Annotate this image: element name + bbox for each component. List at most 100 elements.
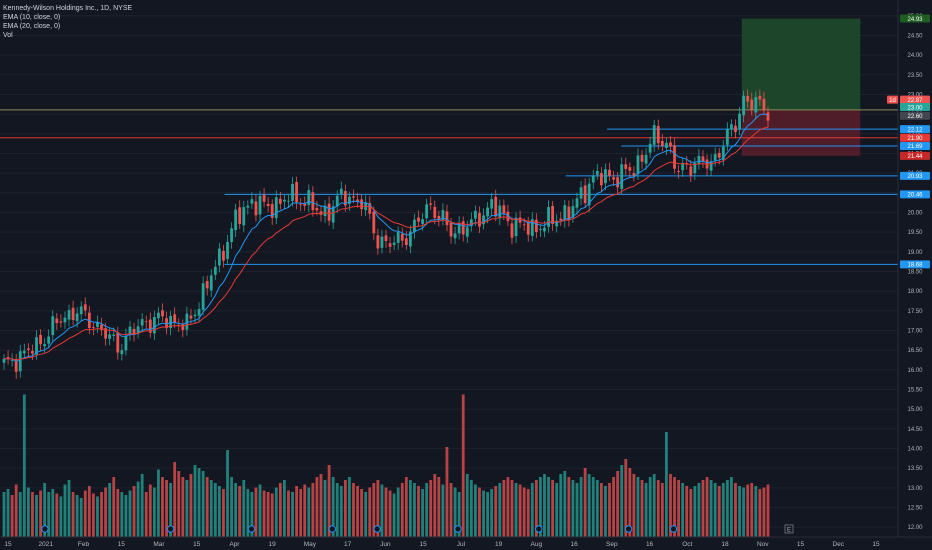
volume-bar <box>441 484 445 537</box>
volume-bar <box>112 477 116 537</box>
volume-bar <box>124 495 128 537</box>
volume-bar <box>644 483 648 537</box>
candle-body <box>575 198 579 208</box>
volume-bar <box>380 484 384 537</box>
volume-bar <box>185 480 189 537</box>
volume-bar <box>762 487 766 537</box>
volume-bar <box>730 477 733 537</box>
volume-bar <box>632 474 636 537</box>
candle-body <box>559 218 563 221</box>
candle-body <box>59 321 63 323</box>
candle-body <box>425 204 429 219</box>
candle-body <box>441 210 445 220</box>
volume-bar <box>96 496 99 537</box>
y-tick-label: 12.00 <box>907 525 923 531</box>
candle-body <box>201 283 205 310</box>
candle-body <box>437 215 441 220</box>
candle-body <box>319 211 323 215</box>
candle-body <box>10 360 14 362</box>
volume-bar <box>59 496 63 537</box>
volume-bar <box>169 483 173 537</box>
volume-bar <box>404 477 408 537</box>
volume-bar <box>177 471 181 537</box>
volume-bar <box>242 480 246 537</box>
volume-bar <box>494 486 498 537</box>
candle-body <box>238 207 242 224</box>
volume-bar <box>429 480 433 537</box>
volume-bar <box>295 486 298 537</box>
candle-body <box>599 173 603 186</box>
volume-bar <box>299 489 303 537</box>
volume-bar <box>709 480 713 537</box>
candle-body <box>169 316 173 329</box>
volume-bar <box>604 486 607 537</box>
volume-bar <box>701 480 705 537</box>
candle-body <box>124 335 128 351</box>
candle-body <box>63 317 67 323</box>
volume-bar <box>400 483 404 537</box>
candle-body <box>534 219 538 232</box>
volume-bar <box>108 483 112 537</box>
volume-bar <box>250 492 254 537</box>
volume-bar <box>612 477 615 537</box>
volume-bar <box>608 483 611 537</box>
candle-body <box>616 177 620 188</box>
candle-body <box>717 152 721 158</box>
candle-body <box>291 183 294 201</box>
candle-body <box>161 310 164 317</box>
y-tick-label: 15.00 <box>907 407 923 413</box>
volume-bar <box>193 465 197 537</box>
volume-bar <box>754 486 758 537</box>
volume-bar <box>165 480 168 537</box>
volume-bar <box>539 477 542 537</box>
volume-bar <box>254 487 258 537</box>
candle-body <box>136 326 140 334</box>
candle-body <box>514 217 518 237</box>
candle-body <box>100 324 103 331</box>
volume-bar <box>120 492 124 537</box>
volume-bar <box>725 480 729 537</box>
candle-body <box>266 203 270 207</box>
candle-body <box>217 248 221 266</box>
volume-bar <box>6 489 10 537</box>
y-tick-label: 23.00 <box>907 92 923 98</box>
candle-body <box>209 275 213 291</box>
candle-body <box>591 175 595 183</box>
price-tag-label: 21.69 <box>907 144 923 150</box>
volume-bar <box>669 474 672 537</box>
x-tick-label: 15 <box>872 541 880 548</box>
candle-body <box>157 312 160 319</box>
volume-bar <box>63 484 67 537</box>
candle-body <box>750 99 754 111</box>
candle-body <box>189 315 193 319</box>
candle-body <box>766 112 770 121</box>
candle-body <box>205 281 209 289</box>
candle-body <box>299 204 303 206</box>
y-tick-label: 17.00 <box>907 328 923 334</box>
volume-bar <box>43 483 47 537</box>
volume-bar <box>498 483 502 537</box>
volume-bar <box>161 477 164 537</box>
legend-ema-20: EMA (20, close, 0) <box>3 23 61 30</box>
candle-body <box>490 199 494 209</box>
price-tag <box>900 142 930 151</box>
candle-body <box>278 198 282 204</box>
volume-bar <box>750 483 754 537</box>
x-tick-label: Nov <box>757 541 769 548</box>
candle-body <box>421 219 424 224</box>
volume-bar <box>372 483 376 537</box>
timeframe-tag-label: 1d <box>889 98 896 104</box>
volume-bar <box>685 486 689 537</box>
x-tick-label: May <box>304 541 317 548</box>
candle-body <box>6 357 10 359</box>
volume-bar <box>681 483 685 537</box>
volume-bar <box>506 477 510 537</box>
volume-bar <box>689 489 693 537</box>
volume-bar <box>222 489 225 537</box>
volume-bar <box>92 493 95 537</box>
candle-body <box>648 143 652 153</box>
candle-body <box>457 223 461 234</box>
candle-body <box>295 182 298 203</box>
candle-body <box>636 155 640 175</box>
candle-body <box>26 348 30 350</box>
